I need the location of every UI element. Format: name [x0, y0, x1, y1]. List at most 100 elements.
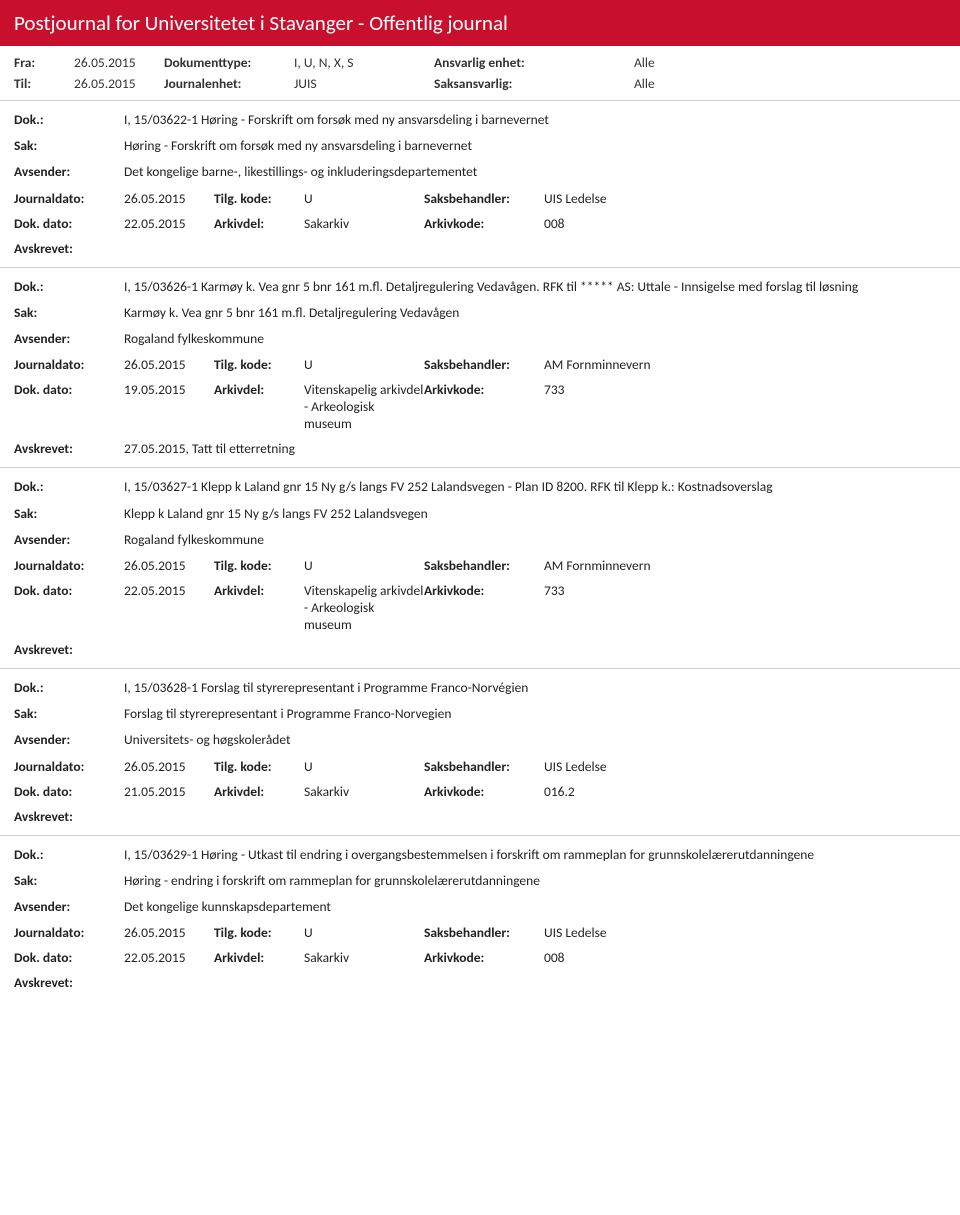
label-avsender: Avsender: — [14, 531, 124, 549]
value-saksbehandler: AM Fornminnevern — [544, 356, 946, 373]
page-title-bar: Postjournal for Universitetet i Stavange… — [0, 0, 960, 46]
label-journaldato: Journaldato: — [14, 924, 124, 941]
value-avsender: Universitets- og høgskolerådet — [124, 731, 946, 749]
label-tilgkode: Tilg. kode: — [214, 924, 304, 941]
value-avsender: Det kongelige kunnskapsdepartement — [124, 898, 946, 916]
row-avskrevet: Avskrevet: — [14, 808, 946, 825]
label-saksbehandler: Saksbehandler: — [424, 924, 544, 941]
row-dokdato: Dok. dato: 22.05.2015 Arkivdel: Vitenska… — [14, 582, 946, 633]
meta-row-fra: Fra: 26.05.2015 Dokumenttype: I, U, N, X… — [14, 54, 946, 71]
value-arkivdel: Vitenskapelig arkivdel - Arkeologisk mus… — [304, 582, 424, 633]
value-til: 26.05.2015 — [74, 75, 164, 92]
label-avskrevet: Avskrevet: — [14, 641, 124, 658]
label-arkivkode: Arkivkode: — [424, 783, 544, 800]
label-avsender: Avsender: — [14, 898, 124, 916]
value-dokdato: 22.05.2015 — [124, 949, 214, 966]
label-dokdato: Dok. dato: — [14, 381, 124, 432]
label-tilgkode: Tilg. kode: — [214, 758, 304, 775]
value-avsender: Rogaland fylkeskommune — [124, 531, 946, 549]
label-sak: Sak: — [14, 505, 124, 523]
label-til: Til: — [14, 75, 74, 92]
row-journaldato: Journaldato: 26.05.2015 Tilg. kode: U Sa… — [14, 758, 946, 775]
label-arkivdel: Arkivdel: — [214, 215, 304, 232]
row-avskrevet: Avskrevet: — [14, 240, 946, 257]
value-avsender: Det kongelige barne-, likestillings- og … — [124, 163, 946, 181]
row-journaldato: Journaldato: 26.05.2015 Tilg. kode: U Sa… — [14, 190, 946, 207]
label-journaldato: Journaldato: — [14, 190, 124, 207]
row-dokdato: Dok. dato: 22.05.2015 Arkivdel: Sakarkiv… — [14, 949, 946, 966]
label-dok: Dok.: — [14, 111, 124, 129]
label-arkivkode: Arkivkode: — [424, 582, 544, 633]
value-arkivkode: 008 — [544, 215, 946, 232]
label-arkivdel: Arkivdel: — [214, 582, 304, 633]
value-sak: Høring - endring i forskrift om rammepla… — [124, 872, 946, 890]
row-journaldato: Journaldato: 26.05.2015 Tilg. kode: U Sa… — [14, 924, 946, 941]
row-avsender: Avsender: Rogaland fylkeskommune — [14, 330, 946, 348]
label-avskrevet: Avskrevet: — [14, 240, 124, 257]
journal-entry: Dok.: I, 15/03628-1 Forslag til styrerep… — [0, 668, 960, 835]
row-avsender: Avsender: Det kongelige kunnskapsdeparte… — [14, 898, 946, 916]
value-journaldato: 26.05.2015 — [124, 190, 214, 207]
value-journaldato: 26.05.2015 — [124, 557, 214, 574]
value-dok: I, 15/03626-1 Karmøy k. Vea gnr 5 bnr 16… — [124, 278, 946, 296]
label-arkivkode: Arkivkode: — [424, 381, 544, 432]
row-avskrevet: Avskrevet: 27.05.2015, Tatt til etterret… — [14, 440, 946, 457]
row-avskrevet: Avskrevet: — [14, 641, 946, 658]
label-avsender: Avsender: — [14, 163, 124, 181]
value-dok: I, 15/03628-1 Forslag til styrerepresent… — [124, 679, 946, 697]
row-dok: Dok.: I, 15/03629-1 Høring - Utkast til … — [14, 846, 946, 864]
meta-row-til: Til: 26.05.2015 Journalenhet: JUIS Saksa… — [14, 75, 946, 92]
value-sak: Klepp k Laland gnr 15 Ny g/s langs FV 25… — [124, 505, 946, 523]
row-dok: Dok.: I, 15/03626-1 Karmøy k. Vea gnr 5 … — [14, 278, 946, 296]
label-saksbehandler: Saksbehandler: — [424, 190, 544, 207]
label-tilgkode: Tilg. kode: — [214, 190, 304, 207]
value-journaldato: 26.05.2015 — [124, 758, 214, 775]
label-dok: Dok.: — [14, 846, 124, 864]
value-sak: Karmøy k. Vea gnr 5 bnr 161 m.fl. Detalj… — [124, 304, 946, 322]
row-avskrevet: Avskrevet: — [14, 974, 946, 991]
journal-entry: Dok.: I, 15/03622-1 Høring - Forskrift o… — [0, 100, 960, 267]
value-saksansvarlig: Alle — [634, 75, 655, 92]
value-arkivdel: Vitenskapelig arkivdel - Arkeologisk mus… — [304, 381, 424, 432]
value-tilgkode: U — [304, 356, 424, 373]
value-arkivkode: 016.2 — [544, 783, 946, 800]
label-ansvarlig-enhet: Ansvarlig enhet: — [434, 54, 634, 71]
value-saksbehandler: UIS Ledelse — [544, 924, 946, 941]
value-dokdato: 21.05.2015 — [124, 783, 214, 800]
value-journaldato: 26.05.2015 — [124, 924, 214, 941]
label-avsender: Avsender: — [14, 330, 124, 348]
value-arkivdel: Sakarkiv — [304, 215, 424, 232]
row-dokdato: Dok. dato: 21.05.2015 Arkivdel: Sakarkiv… — [14, 783, 946, 800]
label-arkivkode: Arkivkode: — [424, 215, 544, 232]
value-avskrevet: 27.05.2015, Tatt til etterretning — [124, 440, 946, 457]
value-avskrevet — [124, 808, 946, 825]
row-journaldato: Journaldato: 26.05.2015 Tilg. kode: U Sa… — [14, 356, 946, 373]
value-avskrevet — [124, 974, 946, 991]
label-journaldato: Journaldato: — [14, 557, 124, 574]
value-arkivkode: 008 — [544, 949, 946, 966]
value-arkivdel: Sakarkiv — [304, 949, 424, 966]
value-tilgkode: U — [304, 557, 424, 574]
label-sak: Sak: — [14, 137, 124, 155]
entries-container: Dok.: I, 15/03622-1 Høring - Forskrift o… — [0, 100, 960, 1001]
value-fra: 26.05.2015 — [74, 54, 164, 71]
row-dok: Dok.: I, 15/03628-1 Forslag til styrerep… — [14, 679, 946, 697]
label-avsender: Avsender: — [14, 731, 124, 749]
label-avskrevet: Avskrevet: — [14, 974, 124, 991]
label-arkivdel: Arkivdel: — [214, 381, 304, 432]
row-sak: Sak: Karmøy k. Vea gnr 5 bnr 161 m.fl. D… — [14, 304, 946, 322]
label-dokdato: Dok. dato: — [14, 582, 124, 633]
label-avskrevet: Avskrevet: — [14, 808, 124, 825]
meta-block: Fra: 26.05.2015 Dokumenttype: I, U, N, X… — [0, 46, 960, 100]
journal-entry: Dok.: I, 15/03627-1 Klepp k Laland gnr 1… — [0, 467, 960, 668]
value-journalenhet: JUIS — [294, 75, 434, 92]
label-dokumenttype: Dokumenttype: — [164, 54, 294, 71]
row-sak: Sak: Klepp k Laland gnr 15 Ny g/s langs … — [14, 505, 946, 523]
label-journalenhet: Journalenhet: — [164, 75, 294, 92]
label-journaldato: Journaldato: — [14, 356, 124, 373]
label-saksbehandler: Saksbehandler: — [424, 557, 544, 574]
value-sak: Forslag til styrerepresentant i Programm… — [124, 705, 946, 723]
label-dok: Dok.: — [14, 478, 124, 496]
label-tilgkode: Tilg. kode: — [214, 557, 304, 574]
page-title: Postjournal for Universitetet i Stavange… — [14, 10, 508, 36]
